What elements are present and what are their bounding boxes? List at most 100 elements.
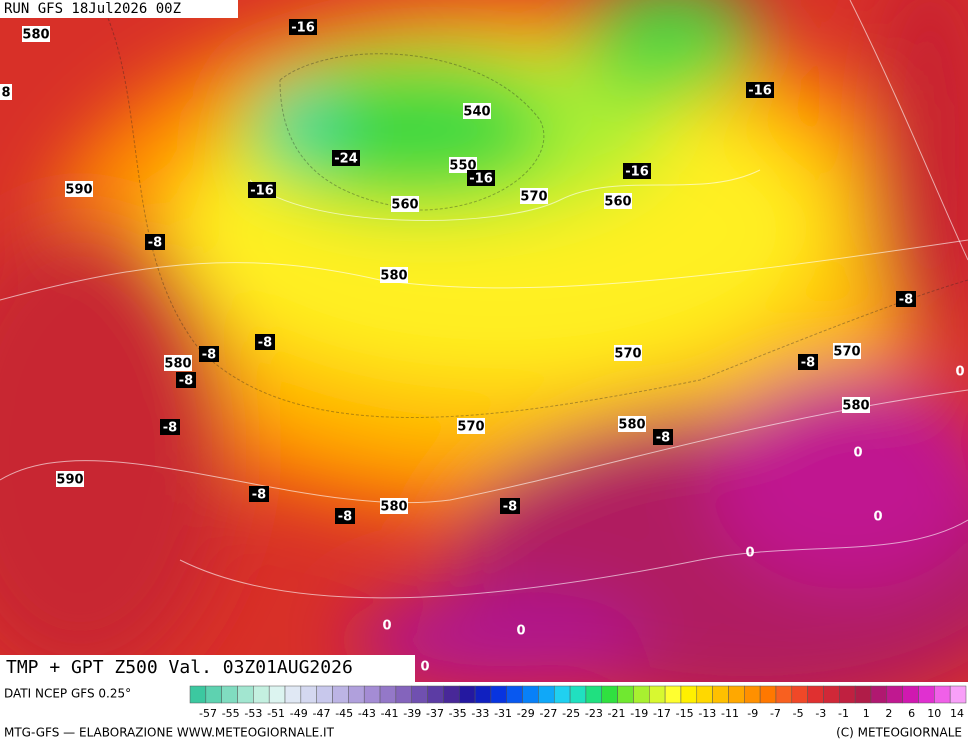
legend-swatch xyxy=(189,685,207,704)
legend-swatch xyxy=(680,685,698,704)
legend-label: -39 xyxy=(403,707,421,720)
legend-swatch xyxy=(522,685,539,704)
legend-label: -35 xyxy=(449,707,467,720)
label-box xyxy=(380,267,408,283)
label-box xyxy=(289,19,317,35)
label-box xyxy=(618,416,646,432)
contour-label: -8 xyxy=(148,236,162,251)
legend-label: -45 xyxy=(335,707,353,720)
legend-label: -19 xyxy=(630,707,648,720)
title-box xyxy=(0,655,415,682)
legend-swatch xyxy=(411,685,428,704)
legend-swatch xyxy=(664,685,682,704)
legend-swatch xyxy=(332,685,349,704)
contour-label: 580 xyxy=(22,28,49,43)
legend-label: -23 xyxy=(585,707,603,720)
contour-label: 570 xyxy=(520,190,547,205)
legend-label: -13 xyxy=(698,707,716,720)
contour-label: 0 xyxy=(853,446,862,461)
label-box xyxy=(164,355,192,371)
contour-label: -16 xyxy=(625,165,649,180)
contour-label: -16 xyxy=(291,21,315,36)
label-box xyxy=(335,508,355,524)
label-box xyxy=(463,103,491,119)
label-box xyxy=(896,291,916,307)
contour-label: 570 xyxy=(457,420,484,435)
contour-label: -8 xyxy=(202,348,216,363)
legend-swatch xyxy=(791,685,808,704)
label-box xyxy=(160,419,180,435)
contour-label: 580 xyxy=(380,500,407,515)
label-box xyxy=(604,193,632,209)
legend-swatch xyxy=(221,685,238,704)
label-box xyxy=(500,498,520,514)
legend-swatch xyxy=(474,685,492,704)
legend-label: -29 xyxy=(517,707,535,720)
label-box xyxy=(56,471,84,487)
legend-swatch xyxy=(348,685,365,704)
legend-swatch xyxy=(363,685,381,704)
contour-label: -8 xyxy=(163,421,177,436)
legend-swatch xyxy=(839,685,856,704)
legend-label: -9 xyxy=(747,707,758,720)
contour-label: 8 xyxy=(1,86,10,101)
contour-label: -8 xyxy=(801,356,815,371)
legend-swatch xyxy=(538,685,555,704)
contour-label: -8 xyxy=(899,293,913,308)
legend-swatch xyxy=(823,685,840,704)
legend-swatch xyxy=(633,685,650,704)
legend-label: -27 xyxy=(539,707,557,720)
contour-label: -8 xyxy=(258,336,272,351)
label-box xyxy=(248,182,276,198)
legend-label: -33 xyxy=(471,707,489,720)
contour-label: 560 xyxy=(391,198,418,213)
contour-label: -8 xyxy=(252,488,266,503)
legend-label: -41 xyxy=(381,707,399,720)
legend-swatch xyxy=(490,685,507,704)
label-box xyxy=(65,181,93,197)
source: DATI NCEP GFS 0.25° xyxy=(4,687,131,701)
contour-label: 580 xyxy=(842,399,869,414)
legend-swatch xyxy=(854,685,872,704)
contour-label: 0 xyxy=(873,510,882,525)
label-box xyxy=(0,84,12,100)
contour-label: 540 xyxy=(463,105,490,120)
footer-left: MTG-GFS — ELABORAZIONE WWW.METEOGIORNALE… xyxy=(4,726,335,740)
contour-label: 0 xyxy=(955,365,964,380)
contour-label: 580 xyxy=(618,418,645,433)
contour-label: 550 xyxy=(449,159,476,174)
legend-swatch xyxy=(443,685,460,704)
legend-label: -17 xyxy=(653,707,671,720)
legend-label: 1 xyxy=(863,707,870,720)
legend-swatch xyxy=(870,685,888,704)
legend-swatch xyxy=(807,685,824,704)
legend-swatch xyxy=(902,685,919,704)
legend-swatch xyxy=(744,685,761,704)
legend-swatch xyxy=(934,685,951,704)
legend-swatch xyxy=(253,685,270,704)
contour-label: 0 xyxy=(420,660,429,675)
label-box xyxy=(623,163,651,179)
legend-swatch xyxy=(886,685,903,704)
label-box xyxy=(391,196,419,212)
legend-label: -37 xyxy=(426,707,444,720)
label-box xyxy=(833,343,861,359)
label-box xyxy=(380,498,408,514)
legend-label: -7 xyxy=(770,707,781,720)
contour-label: 560 xyxy=(604,195,631,210)
label-box xyxy=(449,157,477,173)
legend-label: 10 xyxy=(927,707,941,720)
legend-swatch xyxy=(427,685,444,704)
legend-swatch xyxy=(268,685,286,704)
legend-swatch xyxy=(585,685,603,704)
legend-label: -5 xyxy=(793,707,804,720)
run-label: RUN GFS 18Jul2026 00Z xyxy=(4,1,181,17)
label-box xyxy=(176,372,196,388)
legend-swatch xyxy=(458,685,476,704)
legend-swatch xyxy=(712,685,729,704)
label-box xyxy=(332,150,360,166)
run-box xyxy=(0,0,238,18)
label-box xyxy=(255,334,275,350)
label-box xyxy=(746,82,774,98)
label-box xyxy=(145,234,165,250)
